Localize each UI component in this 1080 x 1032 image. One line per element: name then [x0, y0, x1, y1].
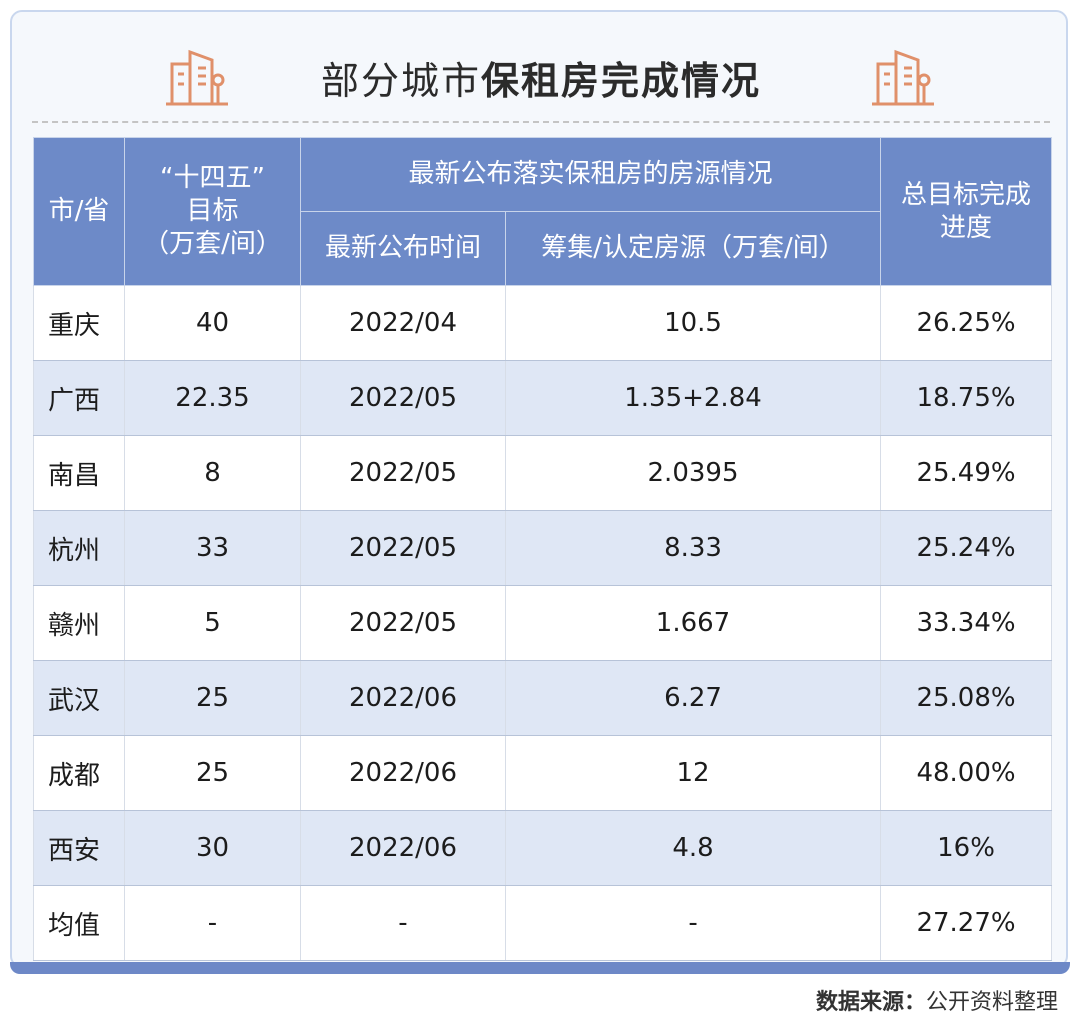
header-target-line2: 目标: [186, 196, 239, 226]
table-row: 南昌 8 2022/05 2.0395 25.49%: [33, 435, 1053, 511]
header-target-line1: “十四五”: [160, 163, 265, 193]
cell-time: 2022/05: [300, 585, 506, 661]
table-row: 广西 22.35 2022/05 1.35+2.84 18.75%: [33, 360, 1053, 436]
cell-time: 2022/05: [300, 510, 506, 586]
data-table: 市/省 “十四五” 目标 （万套/间） 最新公布落实保租房的房源情况 总目标完成…: [33, 137, 1053, 961]
cell-source: 4.8: [504, 810, 882, 886]
cell-time: 2022/06: [300, 660, 506, 736]
table-body: 重庆 40 2022/04 10.5 26.25% 广西 22.35 2022/05 1.35+…: [33, 285, 1053, 961]
cell-target: -: [124, 885, 301, 961]
cell-source: -: [504, 885, 882, 961]
cell-source: 1.667: [504, 585, 882, 661]
table-row: 重庆 40 2022/04 10.5 26.25%: [33, 285, 1053, 361]
cell-target: 22.35: [124, 360, 301, 436]
page-title: 部分城市保租房完成情况: [321, 50, 761, 105]
cell-source: 1.35+2.84: [504, 360, 882, 436]
source-label: 数据来源：: [815, 990, 926, 1015]
cell-progress: 25.49%: [880, 435, 1053, 511]
table-row: 成都 25 2022/06 12 48.00%: [33, 735, 1053, 811]
cell-city: 重庆: [33, 285, 125, 361]
cell-city: 赣州: [33, 585, 125, 661]
cell-source: 2.0395: [504, 435, 882, 511]
cell-progress: 26.25%: [880, 285, 1053, 361]
cell-city: 广西: [33, 360, 125, 436]
cell-time: 2022/06: [300, 735, 506, 811]
cell-time: -: [300, 885, 506, 961]
title-bold: 保租房完成情况: [481, 58, 762, 103]
table-row: 西安 30 2022/06 4.8 16%: [33, 810, 1053, 886]
header-latest-time: 最新公布时间: [300, 211, 506, 286]
table-row: 均值 - - -27.27%: [33, 885, 1053, 961]
cell-target: 25: [124, 660, 301, 736]
cell-time: 2022/05: [300, 435, 506, 511]
title-row: 部分城市保租房完成情况: [12, 42, 1066, 112]
building-icon: [872, 49, 934, 106]
header-city: 市/省: [33, 137, 125, 286]
cell-progress: 16%: [880, 810, 1053, 886]
header-progress-line2: 进度: [940, 212, 993, 243]
source-text: 公开资料整理: [925, 990, 1058, 1015]
cell-target: 25: [124, 735, 301, 811]
header-progress: 总目标完成 进度: [880, 137, 1053, 286]
cell-progress: 18.75%: [880, 360, 1053, 436]
source-note: 数据来源：公开资料整理: [816, 984, 1058, 1016]
cell-source: 12: [504, 735, 882, 811]
cell-city: 均值: [33, 885, 125, 961]
cell-source: 6.27: [504, 660, 882, 736]
cell-progress: 33.34%: [880, 585, 1053, 661]
cell-target: 8: [124, 435, 301, 511]
cell-city: 武汉: [33, 660, 125, 736]
header-latest-source: 筹集/认定房源（万套/间）: [504, 211, 882, 286]
header-latest-group: 最新公布落实保租房的房源情况: [299, 137, 882, 212]
header-progress-line1: 总目标完成: [901, 179, 1032, 210]
cell-target: 5: [124, 585, 301, 661]
cell-source: 10.5: [504, 285, 882, 361]
building-icon: [166, 49, 228, 106]
cell-progress: 27.27%: [880, 885, 1053, 961]
cell-city: 成都: [33, 735, 125, 811]
header-target: “十四五” 目标 （万套/间）: [124, 137, 301, 286]
cell-time: 2022/05: [300, 360, 506, 436]
table-row: 杭州 33 2022/05 8.33 25.24%: [33, 510, 1053, 586]
cell-target: 33: [124, 510, 301, 586]
cell-time: 2022/04: [300, 285, 506, 361]
cell-time: 2022/06: [300, 810, 506, 886]
cell-progress: 48.00%: [880, 735, 1053, 811]
cell-city: 杭州: [33, 510, 125, 586]
table-card: 部分城市保租房完成情况: [10, 10, 1068, 968]
title-divider: [32, 121, 1050, 123]
card-bottom-bar: [10, 962, 1070, 974]
title-prefix: 部分城市: [320, 58, 481, 103]
cell-source: 8.33: [504, 510, 882, 586]
cell-target: 30: [124, 810, 301, 886]
cell-city: 西安: [33, 810, 125, 886]
table-row: 武汉 25 2022/06 6.27 25.08%: [33, 660, 1053, 736]
cell-target: 40: [124, 285, 301, 361]
cell-city: 南昌: [33, 435, 125, 511]
header-target-line3: （万套/间）: [143, 229, 282, 259]
table-row: 赣州 5 2022/05 1.667 33.34%: [33, 585, 1053, 661]
cell-progress: 25.24%: [880, 510, 1053, 586]
cell-progress: 25.08%: [880, 660, 1053, 736]
